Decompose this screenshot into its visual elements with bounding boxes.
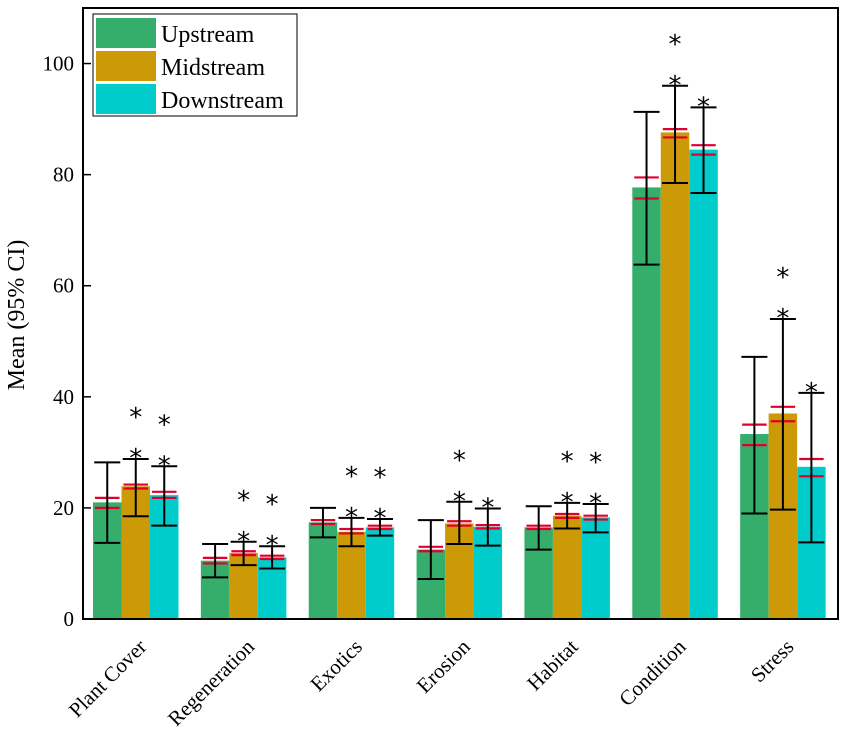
significance-star: * bbox=[589, 489, 602, 519]
y-tick-label: 40 bbox=[53, 385, 74, 409]
significance-star: * bbox=[481, 493, 494, 523]
bar bbox=[689, 149, 718, 619]
significance-star: * bbox=[453, 446, 466, 476]
x-category-label: Erosion bbox=[412, 634, 476, 698]
significance-star: * bbox=[266, 490, 279, 520]
y-axis-title: Mean (95% CI) bbox=[4, 240, 30, 391]
bar bbox=[552, 515, 582, 619]
legend-swatch-upstream bbox=[96, 18, 156, 48]
significance-star: * bbox=[129, 444, 142, 474]
legend: Upstream Midstream Downstream bbox=[92, 13, 298, 117]
bar bbox=[581, 517, 610, 619]
plot-frame bbox=[82, 7, 839, 620]
significance-star: * bbox=[805, 378, 818, 408]
significance-star: * bbox=[561, 447, 574, 477]
significance-star: * bbox=[129, 403, 142, 433]
x-category-label: Habitat bbox=[522, 634, 583, 695]
x-category-label: Condition bbox=[614, 634, 691, 711]
legend-swatch-midstream bbox=[96, 51, 156, 81]
legend-label-upstream: Upstream bbox=[161, 22, 255, 48]
significance-star: * bbox=[373, 463, 386, 493]
legend-label-midstream: Midstream bbox=[161, 55, 265, 81]
bar bbox=[365, 527, 395, 619]
x-category-label: Regeneration bbox=[163, 634, 259, 730]
legend-swatch-downstream bbox=[96, 84, 156, 114]
significance-star: * bbox=[561, 488, 574, 518]
y-tick-label: 0 bbox=[64, 607, 75, 631]
significance-star: * bbox=[237, 527, 250, 557]
significance-star: * bbox=[266, 531, 279, 561]
significance-star: * bbox=[669, 71, 682, 101]
significance-star: * bbox=[589, 448, 602, 478]
y-tick-label: 20 bbox=[53, 496, 74, 520]
significance-star: * bbox=[237, 486, 250, 516]
significance-star: * bbox=[345, 462, 358, 492]
x-category-label: Plant Cover bbox=[64, 635, 152, 723]
bar bbox=[308, 522, 338, 619]
y-tick-label: 100 bbox=[43, 52, 75, 76]
legend-label-downstream: Downstream bbox=[161, 88, 284, 114]
bar bbox=[660, 132, 690, 619]
significance-star: * bbox=[158, 451, 171, 481]
significance-star: * bbox=[776, 304, 789, 334]
significance-star: * bbox=[373, 504, 386, 534]
x-category-label: Stress bbox=[746, 635, 798, 687]
x-category-label: Exotics bbox=[305, 635, 367, 697]
significance-star: * bbox=[697, 92, 710, 122]
significance-star: * bbox=[776, 263, 789, 293]
y-tick-label: 80 bbox=[53, 163, 74, 187]
significance-star: * bbox=[158, 410, 171, 440]
significance-star: * bbox=[345, 503, 358, 533]
y-tick-label: 60 bbox=[53, 274, 74, 298]
significance-star: * bbox=[669, 30, 682, 60]
significance-star: * bbox=[453, 487, 466, 517]
